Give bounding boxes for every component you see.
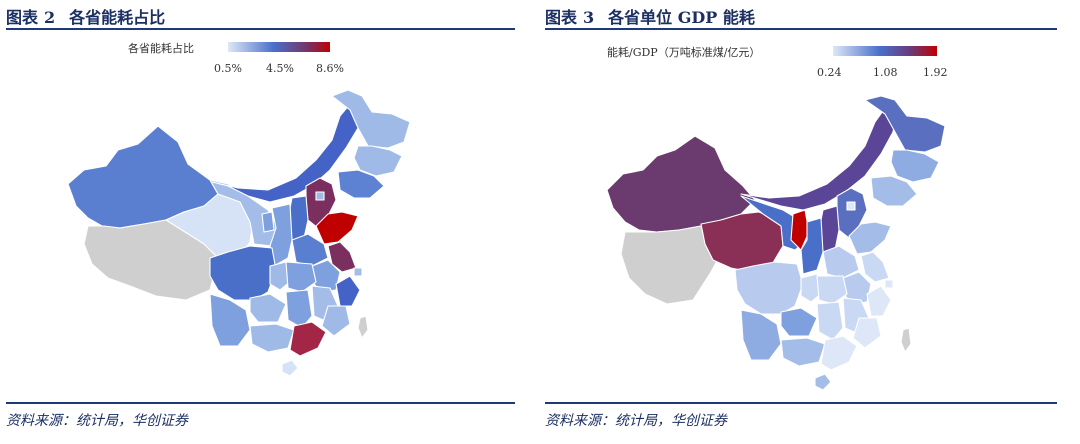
figure-2-legend-tick-mid: 4.5% <box>266 62 294 75</box>
figure-2-source: 资料来源：统计局，华创证券 <box>6 413 188 429</box>
region-hainan <box>814 373 832 391</box>
figure-3-legend-tick-max: 1.92 <box>923 66 948 79</box>
region-heilongjiang <box>864 95 946 153</box>
figure-2-legend-tick-min: 0.5% <box>214 62 242 75</box>
region-shandong <box>315 211 359 245</box>
region-ningxia <box>790 209 810 251</box>
region-ningxia <box>261 211 275 233</box>
region-taiwan <box>357 315 369 339</box>
region-guangdong <box>820 335 858 371</box>
region-zhejiang <box>866 285 892 317</box>
figure-3-title: 图表 3 各省单位 GDP 能耗 <box>545 8 755 27</box>
region-beijing <box>846 201 856 211</box>
figure-3-source: 资料来源：统计局，华创证券 <box>545 413 727 429</box>
figure-2-title: 图表 2 各省能耗占比 <box>6 8 166 27</box>
region-hubei <box>816 275 848 305</box>
region-sichuan <box>734 261 804 315</box>
region-shanghai <box>353 267 363 277</box>
figure-3-panel: 图表 3 各省单位 GDP 能耗 能耗/GDP（万吨标准煤/亿元） 0.24 1.0… <box>545 0 1057 444</box>
region-henan <box>291 233 329 267</box>
figure-2-bottom-rule <box>6 402 515 404</box>
figure-2-legend-title: 各省能耗占比 <box>128 42 194 55</box>
region-guizhou <box>780 307 818 337</box>
figure-2-legend-colorbar <box>228 42 330 52</box>
region-guangdong <box>289 321 327 357</box>
region-guangxi <box>249 323 295 353</box>
figure-3-china-map <box>606 95 946 391</box>
figure-3-legend-tick-min: 0.24 <box>817 66 842 79</box>
figure-2-panel: 图表 2 各省能耗占比 各省能耗占比 0.5% 4.5% 8.6% <box>6 0 515 444</box>
region-taiwan <box>900 327 912 353</box>
region-hunan <box>816 301 844 341</box>
region-hunan <box>285 289 313 329</box>
region-jilin <box>890 149 940 183</box>
region-hainan <box>281 359 299 377</box>
region-jiangsu <box>860 251 890 283</box>
region-beijing <box>315 191 325 201</box>
region-henan <box>822 245 860 279</box>
region-yunnan <box>209 293 251 347</box>
region-fujian <box>321 305 351 337</box>
region-fujian <box>852 317 882 349</box>
figure-2-legend-tick-max: 8.6% <box>316 62 344 75</box>
figure-3-legend-colorbar <box>833 46 937 56</box>
region-liaoning <box>870 175 918 207</box>
region-jilin <box>353 145 403 177</box>
region-guangxi <box>780 337 826 367</box>
region-shandong <box>848 221 892 255</box>
region-guizhou <box>249 293 287 323</box>
region-yunnan <box>740 309 782 361</box>
figure-3-top-rule <box>545 28 1057 30</box>
figure-3-legend-title: 能耗/GDP（万吨标准煤/亿元） <box>607 46 761 59</box>
region-shaanxi <box>269 203 293 267</box>
region-zhejiang <box>335 275 361 307</box>
region-sichuan <box>209 245 277 301</box>
figure-3-bottom-rule <box>545 402 1057 404</box>
region-xinjiang <box>606 135 756 233</box>
region-heilongjiang <box>331 89 411 149</box>
figure-2-top-rule <box>6 28 515 30</box>
region-qinghai <box>700 211 784 273</box>
region-hubei <box>285 261 317 293</box>
figure-3-legend-tick-mid: 1.08 <box>873 66 898 79</box>
figure-2-china-map <box>67 89 411 377</box>
region-shanghai <box>884 279 894 289</box>
region-shaanxi <box>800 217 824 275</box>
region-liaoning <box>337 169 385 199</box>
